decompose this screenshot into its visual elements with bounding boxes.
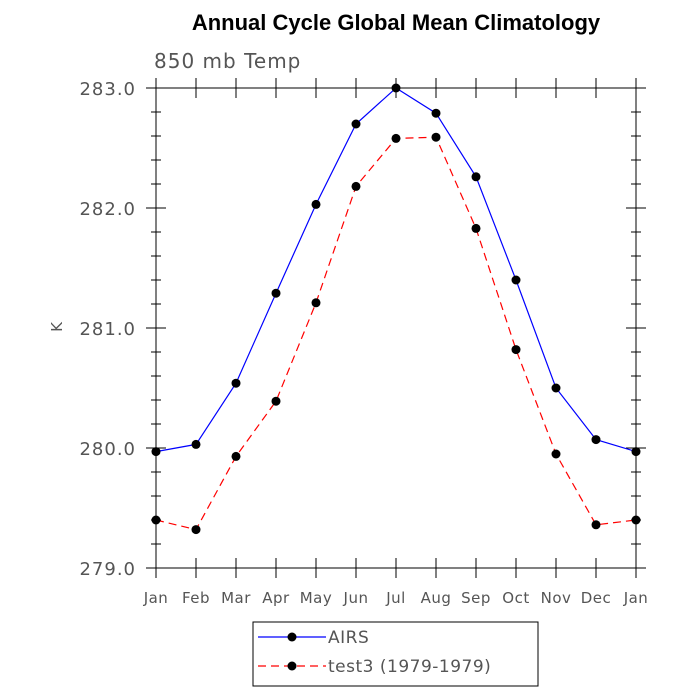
data-point (391, 83, 401, 93)
data-point (631, 515, 641, 525)
y-tick-label: 279.0 (79, 559, 136, 580)
data-point (471, 223, 481, 233)
series-layer (151, 83, 641, 535)
data-point (391, 133, 401, 143)
data-point (431, 132, 441, 142)
data-point (271, 288, 281, 298)
data-point (311, 199, 321, 209)
x-tick-label: Jun (343, 589, 369, 607)
chart-title: Annual Cycle Global Mean Climatology (192, 10, 601, 35)
data-point (231, 378, 241, 388)
data-point (231, 451, 241, 461)
series-line (155, 136, 637, 531)
data-point (351, 181, 361, 191)
x-tick-label: Dec (581, 589, 612, 607)
x-tick-label: Jan (143, 589, 169, 607)
y-tick-labels: 279.0 280.0 281.0 282.0 283.0 (79, 79, 136, 580)
legend: AIRS test3 (1979-1979) (258, 628, 491, 677)
legend-label: test3 (1979-1979) (328, 657, 491, 677)
y-axis-label: K (48, 321, 66, 332)
data-point (551, 383, 561, 393)
y-tick-label: 283.0 (79, 79, 136, 100)
legend-marker (287, 661, 297, 671)
x-tick-label: Apr (262, 589, 290, 607)
y-tick-label: 281.0 (79, 319, 136, 340)
x-tick-label: May (300, 589, 333, 607)
data-point (351, 119, 361, 129)
data-point (191, 525, 201, 535)
plot-frame (155, 87, 637, 569)
x-tick-label: Jan (623, 589, 649, 607)
x-tick-label: Oct (502, 589, 529, 607)
data-point (511, 345, 521, 355)
data-point (191, 439, 201, 449)
x-tick-label: Sep (461, 589, 491, 607)
legend-marker (287, 632, 297, 642)
data-point (591, 520, 601, 530)
x-tick-label: Nov (541, 589, 572, 607)
x-tick-label: Aug (421, 589, 452, 607)
data-point (471, 172, 481, 182)
data-point (311, 298, 321, 308)
chart-subtitle: 850 mb Temp (154, 49, 301, 73)
axis-ticks (146, 78, 646, 578)
series-airs (151, 83, 641, 457)
series-test3 (151, 132, 641, 535)
y-tick-label: 280.0 (79, 439, 136, 460)
x-tick-label: Mar (221, 589, 251, 607)
legend-label: AIRS (328, 628, 369, 648)
x-tick-label: Feb (182, 589, 210, 607)
legend-item: test3 (1979-1979) (258, 657, 491, 677)
data-point (431, 108, 441, 118)
x-tick-labels: Jan Feb Mar Apr May Jun Jul Aug Sep Oct Nov Dec Jan (143, 589, 649, 607)
legend-item: AIRS (258, 628, 369, 648)
data-point (151, 515, 161, 525)
data-point (511, 275, 521, 285)
data-point (591, 435, 601, 445)
y-tick-label: 282.0 (79, 199, 136, 220)
x-tick-label: Jul (385, 589, 406, 607)
data-point (271, 396, 281, 406)
data-point (151, 447, 161, 457)
data-point (551, 449, 561, 459)
data-point (631, 447, 641, 457)
legend-box (252, 621, 539, 687)
